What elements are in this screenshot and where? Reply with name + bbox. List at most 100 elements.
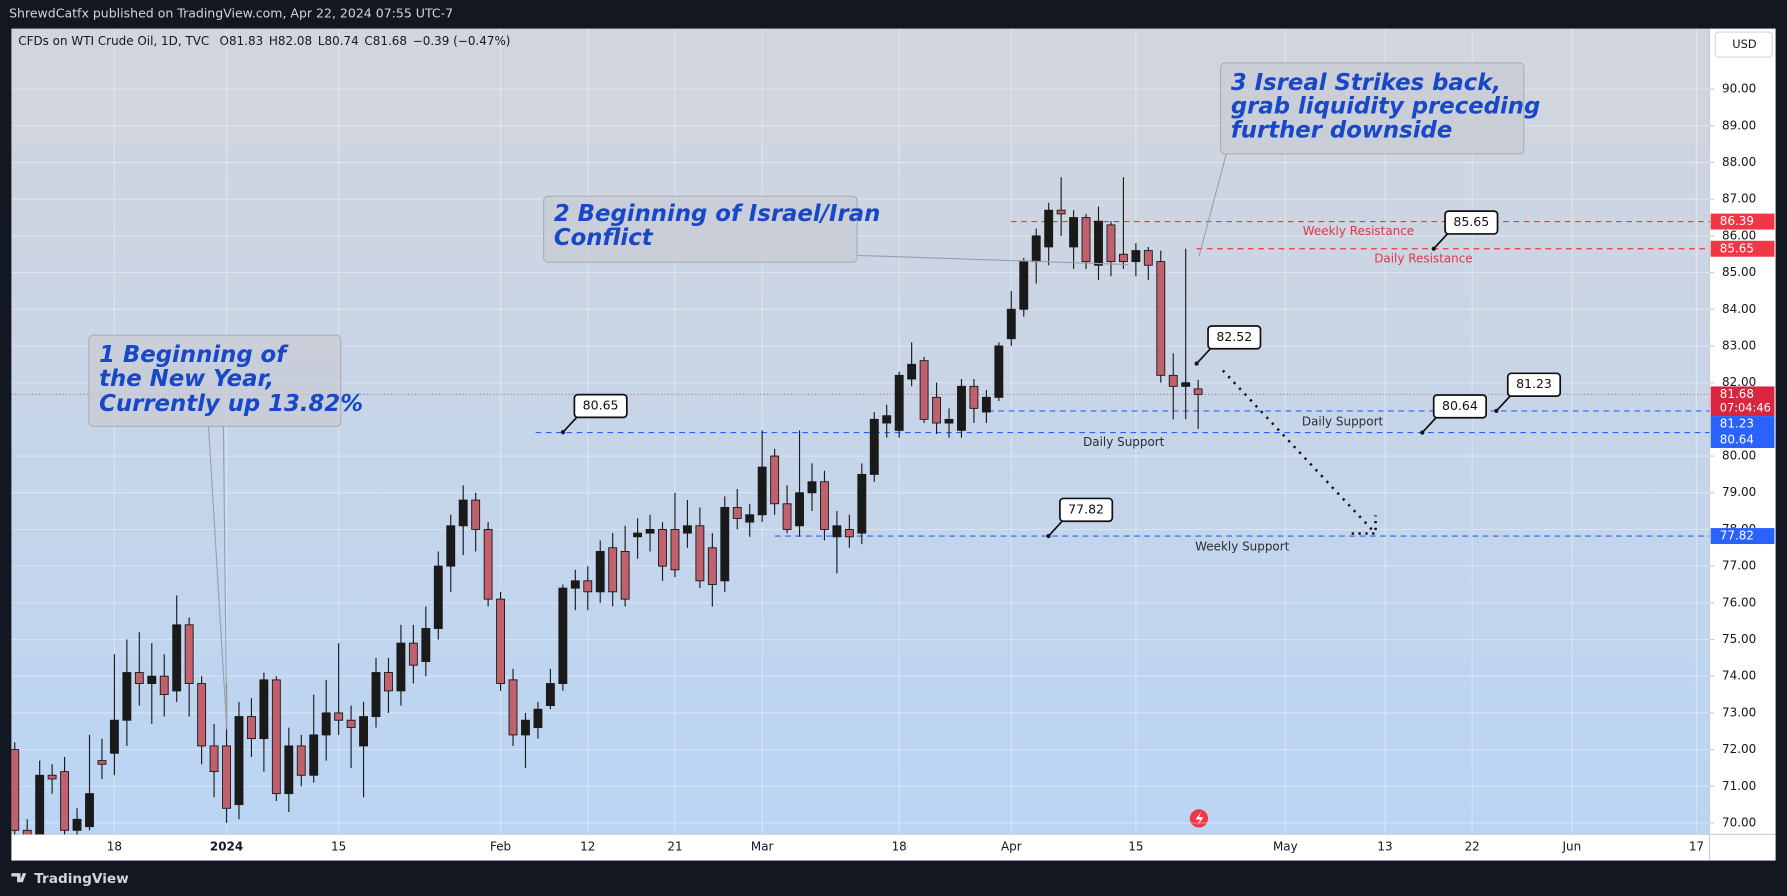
level-text: Daily Resistance	[1374, 251, 1472, 265]
x-tick-label: Apr	[1001, 839, 1022, 853]
x-tick-label: Feb	[490, 839, 511, 853]
note-box	[1444, 210, 1499, 235]
candle-body	[471, 499, 481, 530]
x-tick-label: Jun	[1562, 839, 1582, 853]
price-tag-label: 81.23	[1720, 417, 1754, 431]
candle-body	[246, 716, 256, 740]
callout-pointer	[207, 426, 228, 730]
price-tag	[1710, 528, 1775, 545]
candle-body	[583, 580, 593, 593]
price-tag	[1710, 213, 1775, 230]
candle-body	[433, 565, 443, 629]
note-pointer	[1433, 233, 1449, 250]
candle-body	[932, 396, 942, 424]
level-text: Weekly Resistance	[1303, 224, 1414, 238]
note-label: 80.64	[1442, 398, 1478, 413]
candle-body	[396, 642, 406, 692]
callout-text: grab liquidity preceding	[1231, 94, 1540, 120]
x-tick-label: Mar	[751, 839, 774, 853]
candle-body	[222, 745, 231, 809]
candle-body	[371, 672, 381, 718]
candle-body	[209, 745, 219, 773]
candle-body	[496, 598, 506, 685]
candle-body	[1056, 209, 1066, 215]
legend-change: −0.39 (−0.47%)	[413, 34, 511, 48]
candle-body	[284, 745, 294, 795]
candle-body	[857, 473, 867, 534]
legend-value: 81.68	[373, 34, 407, 48]
x-tick-label: 15	[1128, 839, 1143, 853]
y-tick-label: 80.00	[1722, 449, 1756, 463]
candle-body	[421, 628, 431, 662]
y-tick-label: 88.00	[1722, 155, 1756, 169]
legend-field: L	[318, 34, 325, 48]
candle-body	[321, 712, 331, 736]
legend-value: 81.83	[229, 34, 263, 48]
price-tag-label: 85.65	[1720, 241, 1754, 255]
price-tag	[1710, 432, 1775, 448]
price-tag-label: 80.64	[1720, 433, 1754, 447]
candle-body	[745, 514, 755, 523]
candle-body	[296, 745, 306, 776]
candle-body	[85, 793, 94, 828]
candle-body	[109, 719, 119, 754]
candle-body	[732, 506, 742, 519]
level-text: Daily Support	[1083, 435, 1165, 449]
note-box	[573, 393, 628, 419]
y-tick-label: 70.00	[1722, 815, 1756, 829]
projection-arrowhead	[1351, 515, 1377, 535]
candle-body	[919, 360, 929, 420]
candle-body	[907, 363, 917, 380]
callout-text: further downside	[1231, 118, 1452, 144]
note-box	[1207, 325, 1262, 350]
note-pointer	[1495, 395, 1511, 412]
y-tick-label: 85.00	[1722, 265, 1756, 279]
candle-body	[608, 547, 618, 593]
x-tick-label: 22	[1465, 839, 1480, 853]
y-tick-label: 79.00	[1722, 485, 1756, 499]
callout-box	[88, 334, 342, 427]
candle-body	[1006, 308, 1016, 340]
candle-body	[695, 525, 705, 582]
candle-body	[894, 374, 904, 431]
candle-body	[359, 716, 368, 747]
note-label: 82.52	[1216, 329, 1252, 344]
candle-body	[446, 525, 456, 567]
y-tick-label: 72.00	[1722, 742, 1756, 756]
x-tick-label: May	[1273, 839, 1298, 853]
candle-body	[820, 481, 829, 530]
legend: CFDs on WTI Crude Oil, 1D, TVC O81.83 H82.…	[18, 34, 510, 48]
candle-body	[969, 385, 979, 409]
candle-body	[197, 683, 207, 747]
candle-body	[807, 481, 817, 494]
candles	[11, 177, 1203, 835]
x-tick-label: 15	[331, 839, 346, 853]
publisher: ShrewdCatfx published on TradingView.com…	[9, 5, 453, 20]
x-tick-label: 18	[107, 839, 122, 853]
candle-body	[234, 716, 244, 806]
price-tag-label: 81.68	[1720, 387, 1754, 401]
candle-body	[957, 385, 966, 431]
note-anchor	[1420, 430, 1425, 435]
candle-body	[1044, 209, 1054, 248]
currency-box[interactable]	[1714, 31, 1773, 58]
note-label: 81.23	[1516, 376, 1552, 391]
candle-body	[994, 345, 1004, 398]
callout-text: Conflict	[554, 225, 654, 251]
candle-body	[944, 418, 954, 424]
note-pointer	[1047, 520, 1063, 537]
legend-field: C	[364, 34, 372, 48]
candle-body	[882, 415, 892, 424]
currency: USD	[1732, 37, 1757, 51]
candle-body	[633, 532, 643, 538]
callout-pointer	[857, 254, 1129, 266]
y-tick-label: 89.00	[1722, 118, 1756, 132]
candle-body	[35, 774, 45, 835]
candle-body	[770, 455, 780, 505]
note-anchor	[1494, 408, 1499, 413]
candle-body	[570, 580, 580, 589]
note-box	[1059, 497, 1114, 523]
candle-body	[97, 760, 107, 765]
